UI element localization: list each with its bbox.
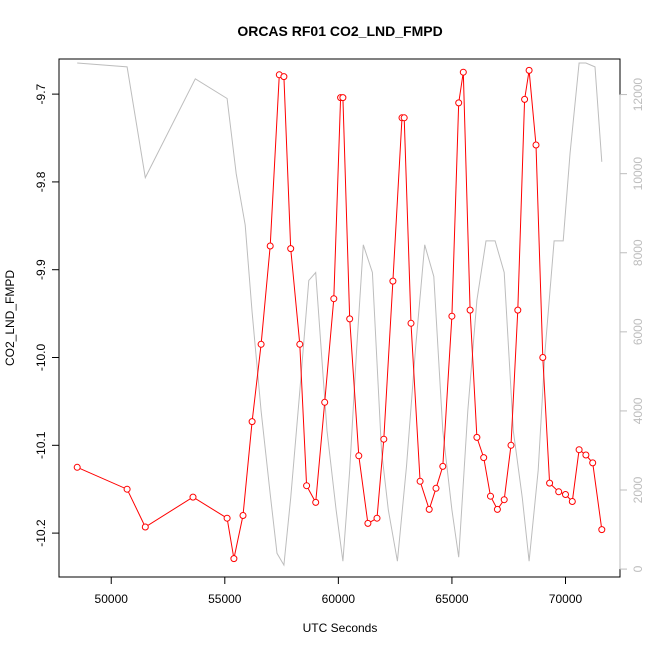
- x-tick-label: 50000: [95, 592, 129, 606]
- data-point: [439, 462, 447, 470]
- y2-tick-label: 0: [631, 565, 645, 572]
- y2-tick-label: 12000: [631, 78, 645, 112]
- y-axis-label: CO2_LND_FMPD: [3, 270, 17, 366]
- data-point: [189, 493, 197, 501]
- data-point: [330, 295, 338, 303]
- data-point: [373, 514, 381, 522]
- data-point: [473, 433, 481, 441]
- data-point: [575, 446, 583, 454]
- data-point: [380, 435, 388, 443]
- y-tick-label: -9.8: [34, 171, 48, 192]
- data-point: [555, 488, 563, 496]
- y-tick-label: -10.2: [34, 519, 48, 547]
- data-point: [141, 523, 149, 531]
- data-point: [521, 95, 529, 103]
- y2-tick-label: 2000: [631, 476, 645, 503]
- series-line-right: [77, 62, 603, 567]
- data-point: [303, 482, 311, 490]
- data-point: [239, 512, 247, 519]
- data-point: [123, 485, 131, 493]
- series-left-layer: [73, 66, 606, 563]
- data-point: [507, 441, 515, 449]
- data-point: [525, 66, 533, 74]
- y-tick-label: -9.9: [34, 259, 48, 280]
- data-point: [364, 519, 372, 527]
- data-point: [230, 555, 238, 563]
- y2-tick-label: 10000: [631, 157, 645, 191]
- data-point: [355, 452, 363, 460]
- data-point: [223, 514, 231, 522]
- series-line-left: [76, 70, 603, 559]
- x-tick-label: 55000: [208, 592, 242, 606]
- data-point: [73, 463, 81, 471]
- data-point: [280, 73, 288, 81]
- data-point: [589, 459, 597, 467]
- data-point: [493, 505, 501, 513]
- x-tick-label: 60000: [322, 592, 356, 606]
- data-point: [466, 306, 474, 314]
- y2-tick-label: 4000: [631, 397, 645, 424]
- data-point: [514, 306, 522, 314]
- data-point: [248, 418, 256, 426]
- data-point: [296, 340, 304, 348]
- data-point: [459, 68, 467, 76]
- data-point: [480, 454, 488, 462]
- data-point: [568, 498, 576, 505]
- x-axis: 50000 55000 60000 65000 70000: [95, 576, 583, 606]
- y2-tick-label: 6000: [631, 318, 645, 345]
- y-tick-label: -9.7: [34, 83, 48, 104]
- x-axis-label: UTC Seconds: [303, 621, 378, 635]
- data-point: [346, 315, 354, 323]
- data-point: [287, 245, 295, 253]
- data-point: [432, 484, 440, 492]
- y-tick-label: -10.0: [34, 344, 48, 372]
- x-tick-label: 70000: [549, 592, 583, 606]
- data-point: [266, 242, 274, 250]
- data-point: [425, 505, 433, 513]
- data-point: [321, 398, 329, 406]
- y-tick-label: -10.1: [34, 431, 48, 459]
- data-point: [598, 526, 606, 534]
- data-point: [416, 477, 424, 485]
- x-tick-label: 65000: [435, 592, 469, 606]
- y2-tick-label: 8000: [631, 239, 645, 266]
- y-axis-left: -10.2 -10.1 -10.0 -9.9 -9.8 -9.7: [34, 83, 60, 547]
- data-point: [339, 94, 347, 102]
- data-point: [487, 492, 494, 500]
- data-point: [312, 498, 320, 506]
- data-point: [562, 491, 569, 498]
- data-point: [539, 354, 547, 361]
- data-point: [582, 451, 590, 459]
- data-point: [532, 141, 540, 149]
- chart-title: ORCAS RF01 CO2_LND_FMPD: [237, 23, 442, 39]
- data-point: [546, 479, 554, 487]
- data-point: [407, 319, 415, 327]
- data-point: [500, 496, 508, 504]
- data-point: [257, 340, 265, 348]
- data-point: [400, 114, 408, 122]
- data-point: [455, 99, 463, 107]
- data-point: [448, 312, 456, 320]
- data-point: [389, 277, 397, 285]
- series-right-layer: [77, 62, 603, 567]
- y-axis-right: 0 2000 4000 6000 8000 10000 12000: [619, 78, 645, 572]
